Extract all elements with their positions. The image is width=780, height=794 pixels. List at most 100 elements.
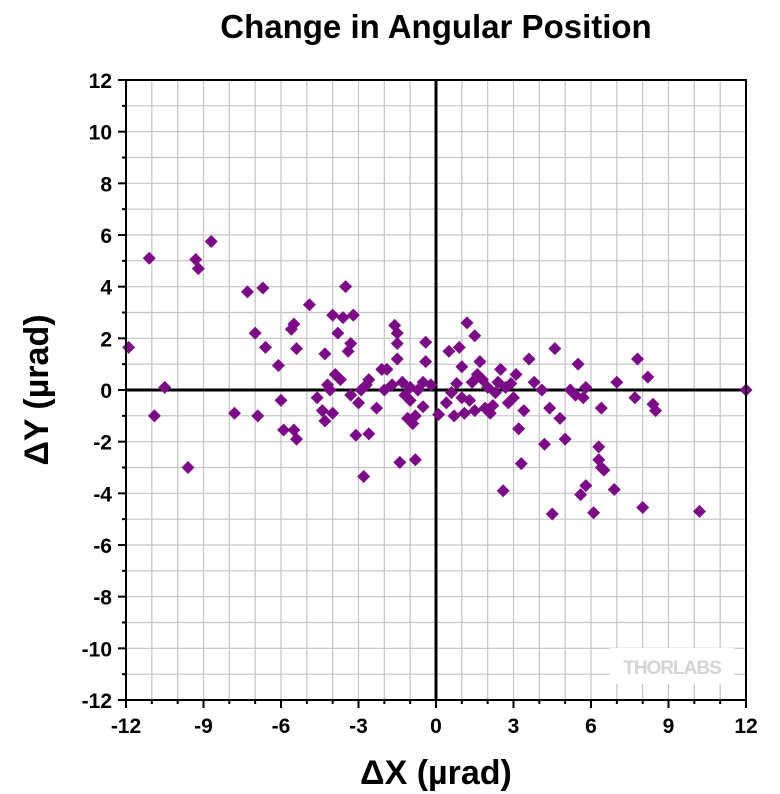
data-point: [494, 362, 508, 376]
y-axis-label: ΔY (µrad): [18, 314, 56, 465]
data-point: [553, 411, 567, 425]
data-point: [594, 401, 608, 415]
data-point: [574, 488, 588, 502]
x-tick-label: -12: [111, 715, 141, 738]
data-point: [326, 308, 340, 322]
data-point: [649, 404, 663, 418]
data-point: [142, 251, 156, 265]
x-tick-label: 3: [508, 715, 520, 738]
thorlabs-watermark: THORLABS: [610, 648, 734, 684]
data-point: [228, 406, 241, 420]
data-point: [538, 437, 551, 451]
data-point: [473, 355, 487, 369]
y-tick-labels: 12 10 8 6 4 2 0 -2 -4 -6 -8 -10 -12: [82, 70, 113, 713]
data-point: [393, 455, 407, 469]
data-point: [517, 404, 531, 418]
data-point: [512, 422, 526, 436]
data-point: [408, 409, 422, 423]
data-point: [147, 409, 161, 423]
chart-title: Change in Angular Position: [220, 8, 651, 45]
ticks: [118, 79, 747, 708]
y-tick-label: -2: [93, 432, 112, 455]
data-point: [181, 461, 195, 474]
data-point: [463, 393, 477, 407]
data-point: [352, 396, 365, 410]
data-point: [587, 506, 601, 520]
data-point: [302, 298, 316, 312]
y-tick-label: -4: [93, 483, 112, 506]
data-point: [445, 386, 458, 400]
data-point: [548, 342, 562, 356]
y-tick-label: 4: [100, 277, 112, 300]
data-point: [331, 326, 345, 340]
data-point: [631, 352, 644, 366]
data-point: [610, 375, 624, 389]
data-point: [346, 308, 360, 322]
data-point: [323, 383, 337, 397]
x-tick-labels: -12 -9 -6 -3 0 3 6 9 12: [111, 715, 758, 738]
data-point: [256, 281, 270, 295]
data-point: [326, 406, 340, 420]
data-point: [442, 344, 456, 358]
data-point: [579, 380, 593, 394]
data-point: [370, 401, 384, 415]
y-tick-label: -10: [82, 638, 112, 661]
data-point: [362, 427, 376, 441]
data-point: [318, 347, 332, 361]
data-point: [251, 409, 265, 423]
x-tick-label: 6: [585, 715, 597, 738]
data-point: [636, 501, 650, 515]
y-tick-label: -6: [93, 535, 112, 558]
x-tick-label: 12: [734, 715, 757, 738]
data-point: [240, 285, 254, 299]
data-point: [571, 357, 585, 371]
data-point: [488, 386, 502, 400]
watermark-text: THORLABS: [623, 658, 721, 679]
y-tick-label: 8: [100, 173, 112, 196]
data-point: [362, 373, 376, 387]
data-point: [344, 337, 358, 350]
data-point: [390, 352, 404, 366]
y-tick-label: 10: [89, 122, 112, 145]
data-point: [290, 432, 303, 446]
data-point: [339, 280, 353, 294]
data-point: [310, 391, 324, 405]
x-axis-label: ΔX (µrad): [360, 754, 512, 792]
data-point: [543, 401, 557, 415]
x-tick-label: 9: [663, 715, 675, 738]
data-point: [357, 470, 371, 484]
x-tick-label: -6: [272, 715, 291, 738]
data-point: [607, 482, 621, 496]
data-point: [344, 388, 358, 402]
data-point: [535, 383, 549, 397]
y-tick-label: 12: [89, 70, 112, 93]
data-point: [424, 378, 438, 392]
data-point: [628, 391, 642, 405]
data-point: [597, 463, 611, 477]
data-point: [287, 317, 301, 331]
data-point: [271, 358, 285, 372]
data-point: [274, 393, 288, 407]
data-point: [318, 414, 332, 428]
y-tick-label: 2: [100, 328, 112, 351]
data-point: [248, 326, 262, 340]
data-point: [468, 404, 482, 418]
data-point: [385, 378, 399, 392]
data-point: [390, 326, 404, 340]
data-point: [408, 453, 422, 467]
data-point: [450, 377, 464, 391]
data-point: [457, 406, 471, 420]
zero-axes: [126, 80, 746, 700]
y-tick-label: 0: [100, 380, 112, 403]
data-point: [419, 335, 433, 349]
data-point: [439, 396, 453, 410]
data-point: [315, 404, 329, 418]
data-points: [122, 234, 753, 521]
data-point: [579, 479, 593, 493]
data-point: [452, 340, 466, 354]
y-tick-label: -12: [82, 690, 112, 713]
data-point: [204, 234, 218, 248]
data-point: [496, 484, 510, 498]
data-point: [504, 377, 518, 391]
